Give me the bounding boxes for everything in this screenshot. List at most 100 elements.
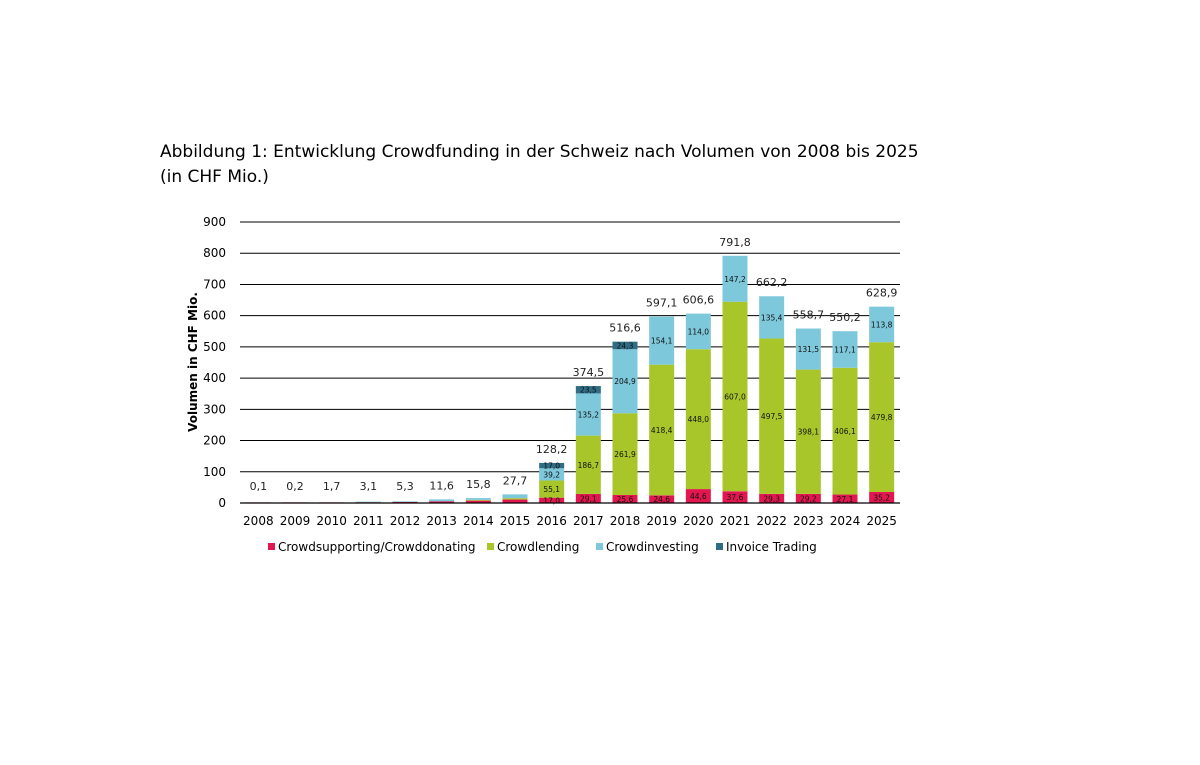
segment-value-label: 117,1	[834, 345, 856, 354]
bars	[245, 255, 895, 503]
legend-swatch	[487, 543, 494, 550]
legend-label: Crowdsupporting/Crowddonating	[278, 540, 476, 554]
total-value-label: 597,1	[646, 297, 678, 310]
legend-label: Crowdinvesting	[606, 540, 699, 554]
bar-segment	[465, 500, 491, 503]
x-tick-label: 2018	[610, 514, 641, 528]
bar-segment	[759, 296, 785, 339]
x-tick-label: 2021	[720, 514, 751, 528]
legend-swatch	[596, 543, 603, 550]
x-tick-label: 2008	[243, 514, 274, 528]
x-tick-label: 2009	[280, 514, 311, 528]
y-tick-label: 700	[203, 277, 226, 291]
segment-value-label: 406,1	[834, 427, 856, 436]
x-tick-label: 2014	[463, 514, 494, 528]
bar-segment	[869, 492, 895, 503]
total-value-label: 3,1	[360, 480, 378, 493]
total-labels: 0,1 0,2 1,7 3,1 5,3 11,6 15,8 27,7 128,2 374,5 516…	[250, 236, 898, 493]
total-value-label: 128,2	[536, 443, 568, 456]
bar-segment	[759, 493, 785, 503]
segment-value-label: 398,1	[798, 428, 820, 437]
segment-value-label: 29,2	[800, 494, 817, 503]
segment-labels: 17,055,139,217,029,1186,7135,223,525,626…	[543, 275, 892, 506]
segment-value-label: 135,2	[578, 411, 600, 420]
y-tick-label: 200	[203, 434, 226, 448]
segment-value-label: 607,0	[724, 393, 746, 402]
y-tick-label: 300	[203, 402, 226, 416]
bar-segment	[685, 489, 711, 503]
legend-label: Invoice Trading	[726, 540, 817, 554]
bar-segment	[722, 491, 748, 503]
bar-segment	[539, 497, 565, 503]
y-tick-label: 100	[203, 465, 226, 479]
total-value-label: 791,8	[719, 236, 751, 249]
total-value-label: 0,2	[286, 480, 304, 493]
total-value-label: 1,7	[323, 480, 341, 493]
segment-value-label: 204,9	[614, 377, 636, 386]
bar-segment	[575, 386, 601, 394]
bar-segment	[575, 393, 601, 436]
segment-value-label: 35,2	[873, 494, 890, 503]
segment-value-label: 497,5	[761, 412, 783, 421]
total-value-label: 5,3	[396, 480, 414, 493]
legend-item: Invoice Trading	[716, 540, 817, 554]
segment-value-label: 131,5	[798, 345, 820, 354]
bar-segment	[795, 369, 821, 494]
bar-segment	[502, 494, 528, 499]
bar-segment	[649, 316, 675, 365]
axes: 0 100 200 300 400 500 600 700 800 900 2008 2009 2010…	[203, 215, 900, 528]
segment-value-label: 55,1	[543, 485, 560, 494]
segment-value-label: 39,2	[543, 470, 560, 479]
y-axis-label: Volumen in CHF Mio.	[186, 292, 200, 432]
x-tick-label: 2022	[756, 514, 787, 528]
x-tick-label: 2019	[646, 514, 677, 528]
bar-segment	[685, 349, 711, 490]
bar-segment	[685, 313, 711, 350]
legend-item: Crowdlending	[487, 540, 579, 554]
bar-segment	[575, 493, 601, 503]
segment-value-label: 154,1	[651, 337, 673, 346]
bar-segment	[722, 301, 748, 492]
segment-value-label: 24,6	[653, 495, 670, 504]
x-tick-label: 2015	[500, 514, 531, 528]
x-tick-label: 2017	[573, 514, 604, 528]
segment-value-label: 479,8	[871, 413, 893, 422]
bar-segment	[795, 493, 821, 503]
y-tick-label: 500	[203, 340, 226, 354]
segment-value-label: 24,3	[617, 341, 634, 350]
bar-segment	[355, 501, 381, 503]
bar-segment	[429, 501, 455, 503]
x-tick-label: 2010	[316, 514, 347, 528]
bar-segment	[539, 468, 565, 481]
x-tick-label: 2023	[793, 514, 824, 528]
y-tick-label: 400	[203, 371, 226, 385]
bar-segment	[649, 495, 675, 503]
x-tick-label: 2011	[353, 514, 384, 528]
legend-label: Crowdlending	[497, 540, 579, 554]
segment-value-label: 37,6	[727, 493, 744, 502]
y-tick-label: 0	[218, 496, 226, 510]
legend-swatch	[716, 543, 723, 550]
legend-swatch	[268, 543, 275, 550]
y-tick-label: 600	[203, 309, 226, 323]
segment-value-label: 17,0	[543, 462, 560, 471]
bar-segment	[575, 435, 601, 494]
segment-value-label: 44,6	[690, 492, 707, 501]
bar-segment	[759, 338, 785, 494]
legend-item: Crowdinvesting	[596, 540, 699, 554]
segment-value-label: 418,4	[651, 426, 673, 435]
bar-segment	[832, 494, 858, 503]
segment-value-label: 448,0	[688, 415, 710, 424]
bar-segment	[539, 462, 565, 469]
bar-segment	[612, 495, 638, 503]
segment-value-label: 261,9	[614, 450, 636, 459]
total-value-label: 15,8	[466, 478, 491, 491]
bar-segment	[795, 328, 821, 370]
total-value-label: 0,1	[250, 480, 268, 493]
bar-segment	[869, 306, 895, 343]
bar-segment	[502, 498, 528, 500]
total-value-label: 550,2	[829, 311, 861, 324]
total-value-label: 516,6	[609, 322, 641, 335]
bar-segment	[429, 499, 455, 502]
